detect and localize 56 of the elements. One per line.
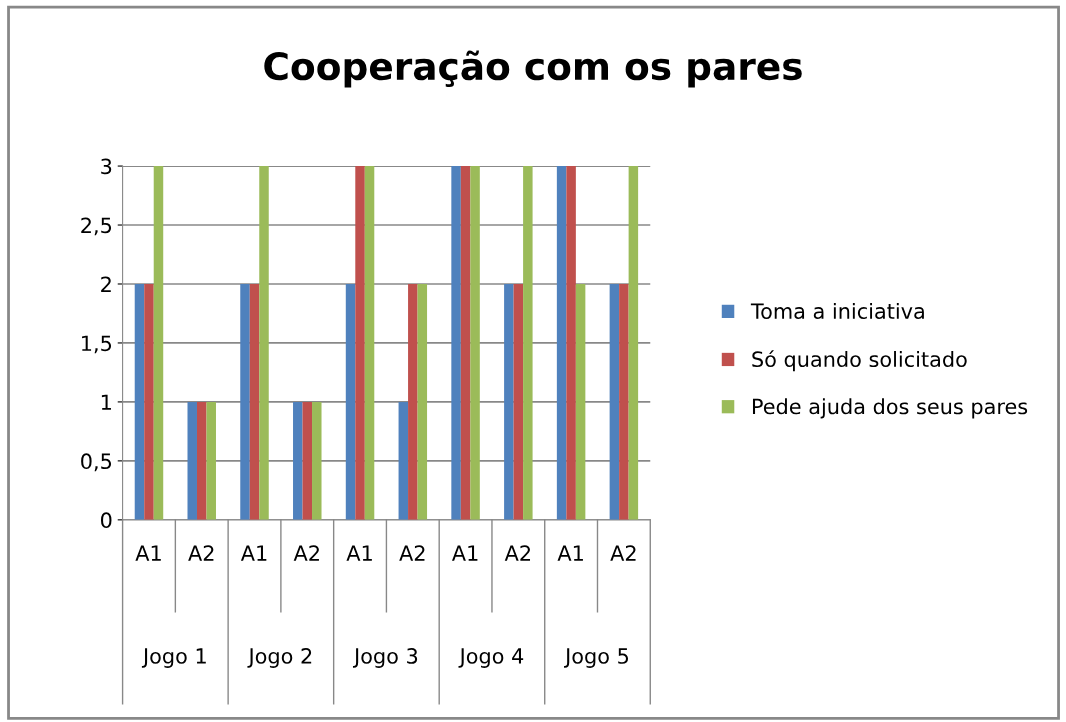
text: Jogo 4 bbox=[458, 648, 524, 668]
x-tick-label: A2 bbox=[504, 545, 531, 561]
bar bbox=[628, 166, 639, 520]
x-tick-label: A1 bbox=[135, 545, 161, 561]
legend-label: Só quando solicitado bbox=[752, 350, 967, 372]
bar bbox=[355, 166, 365, 520]
y-tick-label: 2,5 bbox=[81, 217, 112, 236]
text: Jogo 3 bbox=[352, 648, 418, 668]
y-tick-label: 0,5 bbox=[81, 453, 112, 472]
text: Jogo 2 bbox=[247, 648, 312, 668]
y-tick-label: 1 bbox=[101, 394, 111, 410]
bar bbox=[566, 166, 576, 520]
x-tick-label: A1 bbox=[451, 545, 478, 561]
bar bbox=[398, 401, 409, 520]
x-tick-label: A2 bbox=[188, 545, 214, 561]
y-tick-label: 2 bbox=[101, 276, 111, 292]
bar bbox=[196, 401, 207, 520]
bar bbox=[364, 166, 375, 520]
bar bbox=[302, 401, 313, 520]
bar bbox=[451, 166, 461, 520]
bar bbox=[206, 401, 216, 520]
bar bbox=[134, 283, 145, 520]
bar bbox=[312, 401, 322, 520]
text: Jogo 1 bbox=[141, 648, 206, 668]
x-tick-label: A2 bbox=[293, 545, 319, 561]
chart-title: Cooperação com os pares bbox=[264, 50, 802, 88]
legend-label: Pede ajuda dos seus pares bbox=[752, 398, 1028, 419]
bar bbox=[556, 166, 567, 520]
bar bbox=[144, 283, 154, 520]
bar bbox=[408, 283, 418, 520]
bar bbox=[619, 283, 629, 520]
bar bbox=[575, 283, 586, 520]
bar bbox=[259, 166, 269, 520]
bar bbox=[504, 283, 514, 520]
bar bbox=[345, 283, 356, 520]
x-tick-label: A2 bbox=[399, 545, 425, 561]
x-tick-label: A1 bbox=[557, 545, 583, 561]
bar bbox=[187, 401, 197, 520]
x-tick-label: A2 bbox=[610, 545, 636, 561]
bar bbox=[240, 283, 250, 520]
bar bbox=[470, 166, 480, 520]
bar bbox=[460, 166, 471, 520]
legend-label: Toma a iniciativa bbox=[750, 302, 924, 320]
x-tick-label: A1 bbox=[346, 545, 372, 561]
bar bbox=[249, 283, 260, 520]
x-tick-label: A1 bbox=[240, 545, 267, 561]
bar bbox=[523, 166, 533, 520]
bar bbox=[293, 401, 303, 520]
bar bbox=[417, 283, 428, 520]
y-tick-label: 3 bbox=[101, 158, 112, 175]
y-tick-label: 1,5 bbox=[82, 335, 112, 354]
bar bbox=[609, 283, 620, 520]
bar bbox=[513, 283, 524, 520]
bar bbox=[153, 166, 164, 520]
y-tick-label: 0 bbox=[100, 512, 112, 529]
text: Jogo 5 bbox=[564, 648, 629, 668]
